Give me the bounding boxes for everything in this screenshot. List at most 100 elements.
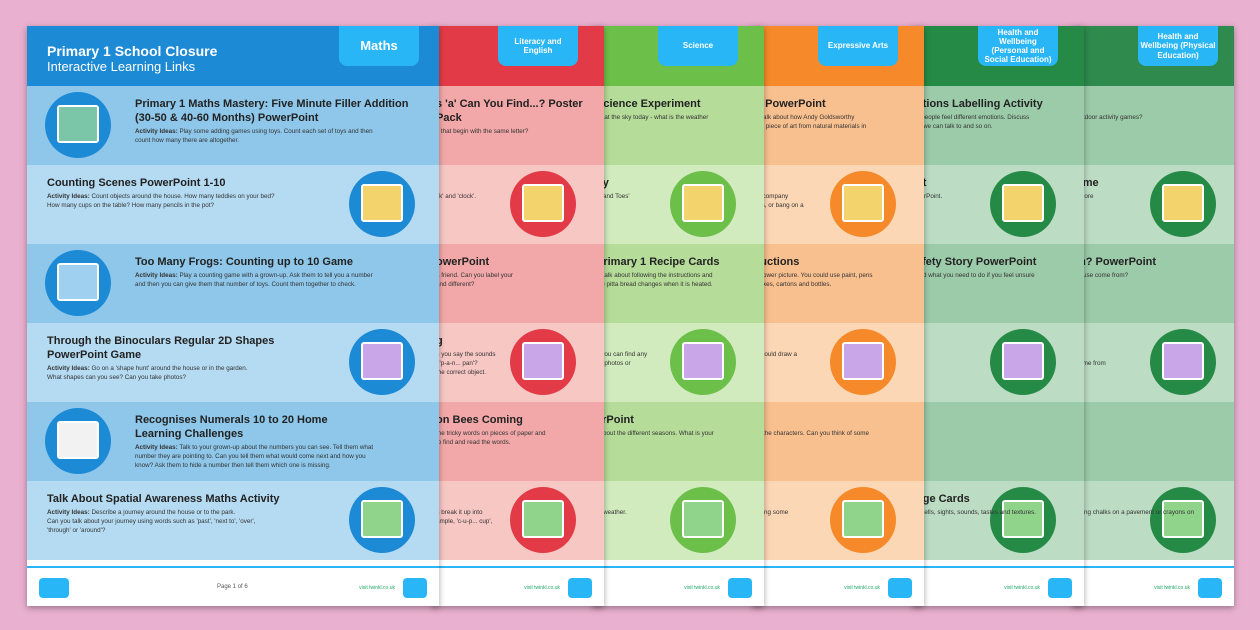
footer-url[interactable]: visit twinkl.co.uk: [359, 585, 395, 591]
resource-title[interactable]: Counting Scenes PowerPoint 1-10: [47, 177, 226, 189]
resource-thumbnail[interactable]: [830, 171, 896, 237]
resource-thumbnail[interactable]: [830, 329, 896, 395]
literacy-tab[interactable]: Literacy and English: [498, 26, 578, 66]
resource-row[interactable]: Too Many Frogs: Counting up to 10 Game Ac…: [27, 244, 439, 323]
resource-row[interactable]: otions Labelling Activity e people feel d…: [912, 86, 1084, 165]
activity-ideas-text: of weather.: [596, 509, 627, 516]
resource-thumbnail[interactable]: [510, 329, 576, 395]
resource-preview-image: [57, 105, 99, 143]
footer-url[interactable]: visit twinkl.co.uk: [524, 585, 560, 591]
resource-row[interactable]: accompany ers, or bang on a: [752, 165, 924, 244]
resource-row[interactable]: ck' and 'clock'.: [432, 165, 604, 244]
resource-row[interactable]: Through the Binoculars Regular 2D Shapes…: [27, 323, 439, 402]
resource-row[interactable]: ut the characters. Can you think of some: [752, 402, 924, 481]
resource-thumbnail[interactable]: [349, 171, 415, 237]
sheet-footer: visit twinkl.co.uk: [432, 566, 604, 606]
resource-title-line2[interactable]: (30-50 & 40-60 Months) PowerPoint: [135, 112, 319, 124]
resource-row[interactable]: [1072, 402, 1234, 481]
resource-row[interactable]: n break it up into ample, 'c-u-p... cup',: [432, 481, 604, 560]
science-tab[interactable]: Science: [658, 26, 738, 66]
resource-row[interactable]: ome l more: [1072, 165, 1234, 244]
resource-thumbnail[interactable]: [670, 329, 736, 395]
resource-title[interactable]: Primary 1 Recipe Cards: [596, 256, 720, 268]
resource-title[interactable]: on Bees Coming: [436, 414, 523, 426]
resource-row[interactable]: Science Experiment ok at the sky today - …: [592, 86, 764, 165]
resource-title[interactable]: y PowerPoint: [756, 98, 826, 110]
resource-title[interactable]: Too Many Frogs: Counting up to 10 Game: [135, 256, 353, 268]
resource-thumbnail[interactable]: [45, 92, 111, 158]
footer-url[interactable]: visit twinkl.co.uk: [684, 585, 720, 591]
resource-row[interactable]: ityrs and Toes': [592, 165, 764, 244]
activity-ideas-text: l more: [1076, 193, 1094, 200]
resource-thumbnail[interactable]: [990, 329, 1056, 395]
resource-thumbnail[interactable]: [1150, 487, 1216, 553]
resource-title[interactable]: Through the Binoculars Regular 2D Shapes: [47, 335, 275, 347]
resource-thumbnail[interactable]: [1150, 171, 1216, 237]
resource-title[interactable]: nge Cards: [916, 493, 970, 505]
resource-row[interactable]: y PowerPoint t, talk about how Andy Golds…: [752, 86, 924, 165]
resource-thumbnail[interactable]: [830, 487, 896, 553]
resource-title-line2[interactable]: Learning Challenges: [135, 428, 244, 440]
resource-row[interactable]: aking some: [752, 481, 924, 560]
resource-title-line2[interactable]: Pack: [436, 112, 462, 124]
resource-title[interactable]: owerPoint: [436, 256, 490, 268]
resource-title[interactable]: Talk About Spatial Awareness Maths Activ…: [47, 493, 280, 505]
resource-thumbnail[interactable]: [349, 329, 415, 395]
resource-row[interactable]: n you can find any ke photos or: [592, 323, 764, 402]
resource-thumbnail[interactable]: [510, 171, 576, 237]
resource-row[interactable]: Recognises Numerals 10 to 20 Home Learnin…: [27, 402, 439, 481]
resource-row[interactable]: g n you say the sounds , 'p-a-n... pan'? th…: [432, 323, 604, 402]
resource-title[interactable]: Primary 1 Maths Mastery: Five Minute Fil…: [135, 98, 409, 110]
health-pse-tab[interactable]: Health and Wellbeing (Personal and Socia…: [978, 26, 1058, 66]
activity-ideas-text: the correct object.: [436, 369, 487, 376]
resource-thumbnail[interactable]: [670, 171, 736, 237]
resource-row[interactable]: m? PowerPoint house come from?: [1072, 244, 1234, 323]
resource-title[interactable]: Recognises Numerals 10 to 20 Home: [135, 414, 328, 426]
resource-thumbnail[interactable]: [510, 487, 576, 553]
resource-title[interactable]: Science Experiment: [596, 98, 701, 110]
resource-thumbnail[interactable]: [45, 250, 111, 316]
health-pe-tab[interactable]: Health and Wellbeing (Physical Education…: [1138, 26, 1218, 66]
resource-row[interactable]: [912, 402, 1084, 481]
resource-row[interactable]: Primary 1 Maths Mastery: Five Minute Fil…: [27, 86, 439, 165]
activity-ideas-text: Activity Ideas: Talk to your grown-up ab…: [135, 444, 373, 453]
resource-title[interactable]: g: [436, 335, 443, 347]
resource-row[interactable]: ructions r flower picture. You could use …: [752, 244, 924, 323]
resource-row[interactable]: Primary 1 Recipe Cards k, talk about foll…: [592, 244, 764, 323]
resource-row[interactable]: afety Story PowerPoint and what you need …: [912, 244, 1084, 323]
resource-title[interactable]: erPoint: [596, 414, 634, 426]
resource-thumbnail[interactable]: [670, 487, 736, 553]
resource-row[interactable]: Counting Scenes PowerPoint 1-10 Activity …: [27, 165, 439, 244]
resource-row[interactable]: s 'a' Can You Find...? Poster Pack s that …: [432, 86, 604, 165]
maths-tab[interactable]: Maths: [339, 26, 419, 66]
resource-row[interactable]: u could draw a: [752, 323, 924, 402]
resource-row[interactable]: nge Cards smells, sights, sounds, tastes …: [912, 481, 1084, 560]
resource-title[interactable]: otions Labelling Activity: [916, 98, 1043, 110]
resource-title[interactable]: ructions: [756, 256, 800, 268]
resource-thumbnail[interactable]: [45, 408, 111, 474]
resource-row[interactable]: erPoint t about the different seasons. Wh…: [592, 402, 764, 481]
resource-thumbnail[interactable]: [990, 171, 1056, 237]
resource-row[interactable]: owerPoint a friend. Can you label your and…: [432, 244, 604, 323]
resource-row[interactable]: on Bees Coming the tricky words on pieces…: [432, 402, 604, 481]
resource-row[interactable]: Talk About Spatial Awareness Maths Activ…: [27, 481, 439, 560]
resource-thumbnail[interactable]: [349, 487, 415, 553]
resource-title[interactable]: m? PowerPoint: [1076, 256, 1157, 268]
footer-url[interactable]: visit twinkl.co.uk: [1154, 585, 1190, 591]
resource-row[interactable]: soutdoor activity games?: [1072, 86, 1234, 165]
resource-row[interactable]: [912, 323, 1084, 402]
resource-row[interactable]: ntwerPoint.: [912, 165, 1084, 244]
activity-ideas-text: Activity Ideas: Count objects around the…: [47, 193, 275, 202]
footer-url[interactable]: visit twinkl.co.uk: [1004, 585, 1040, 591]
sheet-footer: visit twinkl.co.uk: [752, 566, 924, 606]
resource-title[interactable]: afety Story PowerPoint: [916, 256, 1037, 268]
resource-title-line2[interactable]: PowerPoint Game: [47, 349, 142, 361]
resource-row[interactable]: using chalks on a pavement or crayons on: [1072, 481, 1234, 560]
resource-title[interactable]: s 'a' Can You Find...? Poster: [436, 98, 583, 110]
resource-thumbnail[interactable]: [990, 487, 1056, 553]
footer-url[interactable]: visit twinkl.co.uk: [844, 585, 880, 591]
expressive-arts-tab[interactable]: Expressive Arts: [818, 26, 898, 66]
resource-row[interactable]: of weather.: [592, 481, 764, 560]
resource-thumbnail[interactable]: [1150, 329, 1216, 395]
